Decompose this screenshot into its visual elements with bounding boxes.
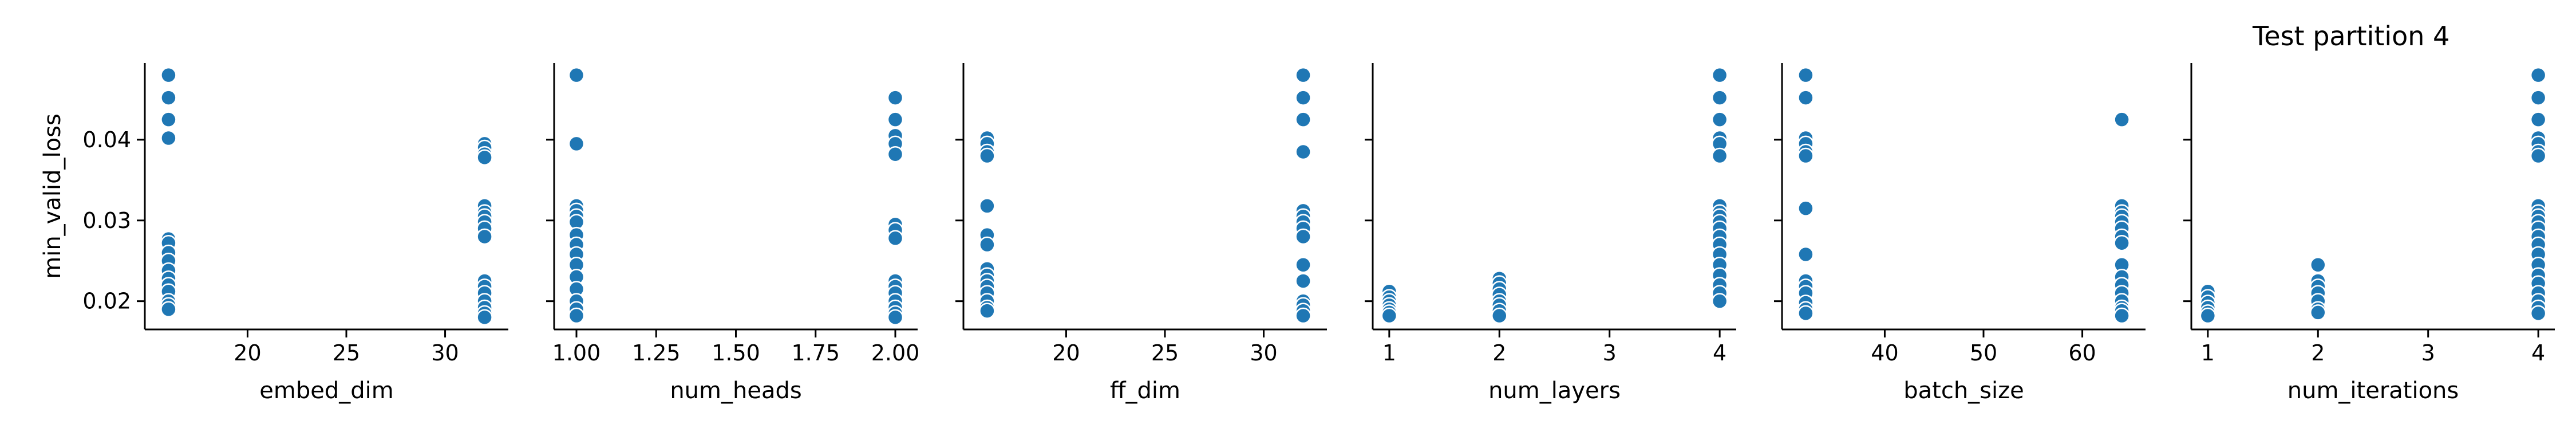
x-tick-label: 50 xyxy=(1970,340,1997,366)
x-axis-label: num_heads xyxy=(670,378,801,404)
scatter-point xyxy=(2530,305,2547,322)
scatter-point xyxy=(887,146,904,163)
scatter-point xyxy=(476,228,493,245)
scatter-point xyxy=(160,89,177,106)
scatter-point xyxy=(160,111,177,128)
scatter-point xyxy=(1797,305,1814,322)
scatter-point xyxy=(979,147,995,164)
x-tick-label: 40 xyxy=(1871,340,1898,366)
y-tick-label: 0.02 xyxy=(82,289,131,314)
x-tick-label: 4 xyxy=(2531,340,2545,366)
x-tick-label: 3 xyxy=(1603,340,1617,366)
scatter-point xyxy=(2199,307,2217,324)
x-axis-label: num_layers xyxy=(1488,378,1621,404)
x-tick-label: 1.25 xyxy=(632,340,681,366)
x-tick-label: 1.00 xyxy=(552,340,601,366)
scatter-point xyxy=(2113,307,2130,324)
scatter-point xyxy=(1295,257,1311,273)
x-axis-label: num_iterations xyxy=(2287,378,2459,404)
scatter-point xyxy=(1711,111,1728,128)
scatter-point xyxy=(887,89,904,106)
scatter-point xyxy=(160,301,177,318)
x-tick-label: 2 xyxy=(1492,340,1506,366)
x-tick-label: 30 xyxy=(1250,340,1277,366)
scatter-point xyxy=(887,309,904,326)
x-tick-label: 1 xyxy=(2201,340,2215,366)
scatter-point xyxy=(476,149,493,166)
scatter-point xyxy=(160,66,177,84)
scatter-point xyxy=(2530,147,2547,164)
scatter-point xyxy=(1295,228,1311,245)
x-tick-label: 60 xyxy=(2068,340,2096,366)
y-tick-label: 0.03 xyxy=(82,208,131,233)
scatter-point xyxy=(1797,200,1814,217)
scatter-point xyxy=(568,135,585,152)
scatter-point xyxy=(1797,246,1814,263)
scatter-point xyxy=(887,111,904,128)
scatter-point xyxy=(1711,147,1728,164)
scatter-point xyxy=(568,66,585,84)
x-tick-label: 20 xyxy=(234,340,261,366)
scatter-point xyxy=(1491,307,1508,324)
x-tick-label: 3 xyxy=(2421,340,2435,366)
x-tick-label: 2.00 xyxy=(871,340,920,366)
scatter-point xyxy=(1711,293,1728,309)
scatter-point xyxy=(2310,257,2326,273)
x-tick-label: 25 xyxy=(1151,340,1179,366)
scatter-point xyxy=(1711,89,1728,106)
x-tick-label: 1 xyxy=(1382,340,1396,366)
scatter-point xyxy=(887,230,904,247)
y-tick-label: 0.04 xyxy=(82,127,131,152)
scatter-point xyxy=(1381,307,1398,324)
scatter-point xyxy=(1295,111,1311,128)
x-tick-label: 20 xyxy=(1052,340,1080,366)
scatter-point xyxy=(1295,143,1311,160)
scatter-point xyxy=(476,309,493,326)
scatter-point xyxy=(1295,66,1311,84)
scatter-point xyxy=(1295,307,1311,324)
x-axis-label: ff_dim xyxy=(1110,378,1180,404)
scatter-point xyxy=(1797,147,1814,164)
scatter-point xyxy=(1711,66,1728,84)
scatter-point xyxy=(160,129,177,147)
x-tick-label: 2 xyxy=(2311,340,2325,366)
scatter-point xyxy=(568,307,585,324)
x-tick-label: 1.50 xyxy=(712,340,760,366)
x-tick-label: 25 xyxy=(333,340,360,366)
scatter-point xyxy=(1797,89,1814,106)
x-tick-label: 1.75 xyxy=(791,340,840,366)
scatter-point xyxy=(979,198,995,214)
scatter-point xyxy=(2310,304,2326,321)
x-tick-label: 30 xyxy=(431,340,459,366)
y-axis-label: min_valid_loss xyxy=(39,113,66,279)
scatter-point xyxy=(1797,66,1814,84)
scatter-point xyxy=(979,303,995,319)
x-tick-label: 4 xyxy=(1713,340,1726,366)
scatter-point xyxy=(979,236,995,253)
scatter-point xyxy=(2530,111,2547,128)
x-axis-label: embed_dim xyxy=(259,378,393,404)
scatter-point xyxy=(2530,89,2547,106)
scatter-point xyxy=(1295,89,1311,106)
scatter-point xyxy=(1295,273,1311,289)
x-axis-label: batch_size xyxy=(1903,378,2024,404)
scatter-point xyxy=(2530,66,2547,84)
scatter-point xyxy=(2113,111,2130,128)
scatter-point xyxy=(2113,234,2130,252)
figure-title: Test partition 4 xyxy=(2253,21,2450,52)
